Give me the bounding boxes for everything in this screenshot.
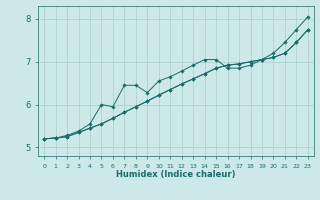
X-axis label: Humidex (Indice chaleur): Humidex (Indice chaleur) bbox=[116, 170, 236, 179]
